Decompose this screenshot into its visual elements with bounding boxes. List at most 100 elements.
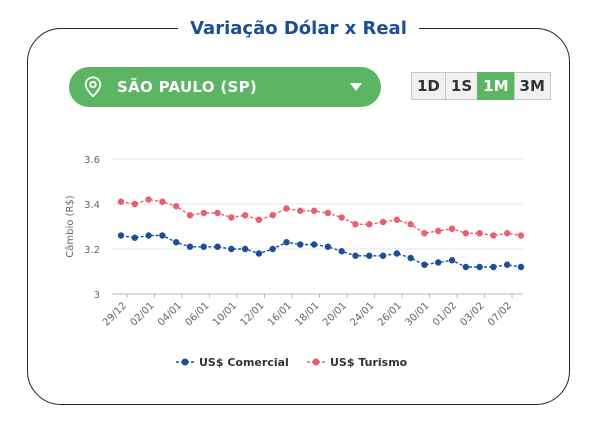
- data-point: [228, 214, 235, 221]
- x-tick-label: 12/01: [238, 300, 266, 328]
- period-button-1s[interactable]: 1S: [444, 72, 479, 100]
- y-tick-label: 3.2: [84, 245, 100, 256]
- x-tick-label: 06/01: [183, 300, 211, 328]
- data-point: [117, 232, 125, 239]
- data-point: [352, 252, 359, 259]
- data-point: [159, 232, 166, 239]
- data-point: [310, 241, 318, 248]
- page-title: Variação Dólar x Real: [178, 17, 419, 39]
- legend-marker: [312, 358, 320, 366]
- map-pin-icon: [84, 76, 102, 98]
- data-point: [117, 198, 125, 205]
- period-button-1d[interactable]: 1D: [411, 72, 446, 100]
- caret-down-icon: [350, 83, 362, 91]
- x-tick-label: 01/02: [431, 300, 459, 328]
- data-point: [352, 221, 359, 228]
- data-point: [241, 212, 249, 219]
- data-point: [338, 248, 345, 255]
- data-point: [435, 259, 442, 266]
- data-point: [504, 261, 511, 268]
- title-container: Variação Dólar x Real: [0, 14, 597, 42]
- chart-series: [117, 196, 525, 271]
- data-point: [407, 221, 414, 228]
- data-point: [379, 218, 387, 226]
- data-point: [131, 200, 138, 208]
- data-point: [186, 243, 194, 250]
- series-line-0: [120, 234, 522, 268]
- data-point: [131, 234, 138, 241]
- x-tick-label: 07/02: [486, 300, 514, 328]
- data-point: [490, 263, 497, 271]
- data-point: [255, 216, 263, 223]
- x-tick-label: 10/01: [211, 300, 239, 328]
- y-tick-label: 3.6: [84, 155, 100, 166]
- chart-legend: US$ Comercial US$ Turismo: [176, 356, 408, 369]
- data-point: [338, 214, 345, 221]
- period-button-3m[interactable]: 3M: [513, 72, 551, 100]
- data-point: [366, 221, 373, 228]
- data-point: [393, 250, 401, 257]
- x-tick-label: 24/01: [348, 300, 376, 328]
- period-button-1m[interactable]: 1M: [477, 72, 515, 100]
- data-point: [200, 209, 207, 217]
- x-tick-label: 16/01: [266, 300, 294, 328]
- data-point: [435, 227, 442, 235]
- data-point: [421, 230, 428, 237]
- x-tick-label: 26/01: [376, 300, 404, 328]
- data-point: [200, 243, 207, 250]
- data-point: [297, 241, 304, 248]
- data-point: [462, 230, 470, 237]
- data-point: [186, 212, 194, 219]
- data-point: [407, 254, 414, 262]
- y-tick-label: 3: [94, 290, 100, 301]
- y-tick-label: 3.4: [84, 200, 100, 211]
- x-tick-label: 29/12: [101, 300, 129, 328]
- data-point: [283, 239, 290, 246]
- data-point: [269, 245, 276, 253]
- data-point: [517, 232, 525, 239]
- x-tick-label: 30/01: [403, 300, 431, 328]
- legend-marker: [181, 358, 189, 366]
- legend-label: US$ Turismo: [330, 356, 408, 369]
- data-point: [297, 207, 304, 214]
- data-point: [172, 203, 180, 210]
- data-point: [310, 207, 318, 214]
- x-tick-label: 20/01: [321, 300, 349, 328]
- data-point: [228, 245, 235, 253]
- data-point: [476, 230, 483, 237]
- data-point: [448, 225, 456, 232]
- data-point: [393, 216, 401, 223]
- series-line-1: [120, 198, 522, 237]
- data-point: [159, 198, 166, 205]
- data-point: [366, 252, 373, 259]
- data-point: [255, 250, 263, 257]
- legend-label: US$ Comercial: [199, 356, 289, 369]
- x-tick-label: 03/02: [458, 300, 486, 328]
- period-selector: 1D 1S 1M 3M: [411, 72, 551, 100]
- data-point: [269, 212, 276, 219]
- x-tick-label: 02/01: [128, 300, 156, 328]
- data-point: [421, 261, 428, 268]
- data-point: [145, 196, 152, 203]
- chart-grid: [112, 158, 523, 295]
- y-axis-title: Câmbio (R$): [64, 195, 76, 257]
- data-point: [324, 243, 332, 250]
- data-point: [490, 232, 497, 239]
- data-point: [241, 245, 249, 253]
- location-selector[interactable]: SÃO PAULO (SP): [69, 67, 381, 107]
- data-point: [283, 205, 290, 212]
- x-tick-label: 04/01: [156, 300, 184, 328]
- x-tick-label: 18/01: [293, 300, 321, 328]
- data-point: [379, 252, 387, 259]
- location-label: SÃO PAULO (SP): [117, 78, 258, 96]
- data-point: [517, 263, 525, 271]
- data-point: [476, 263, 483, 271]
- data-point: [448, 257, 456, 264]
- data-point: [504, 230, 511, 237]
- data-point: [145, 232, 152, 239]
- data-point: [214, 243, 221, 250]
- data-point: [214, 209, 221, 217]
- data-point: [462, 263, 470, 271]
- data-point: [172, 239, 180, 246]
